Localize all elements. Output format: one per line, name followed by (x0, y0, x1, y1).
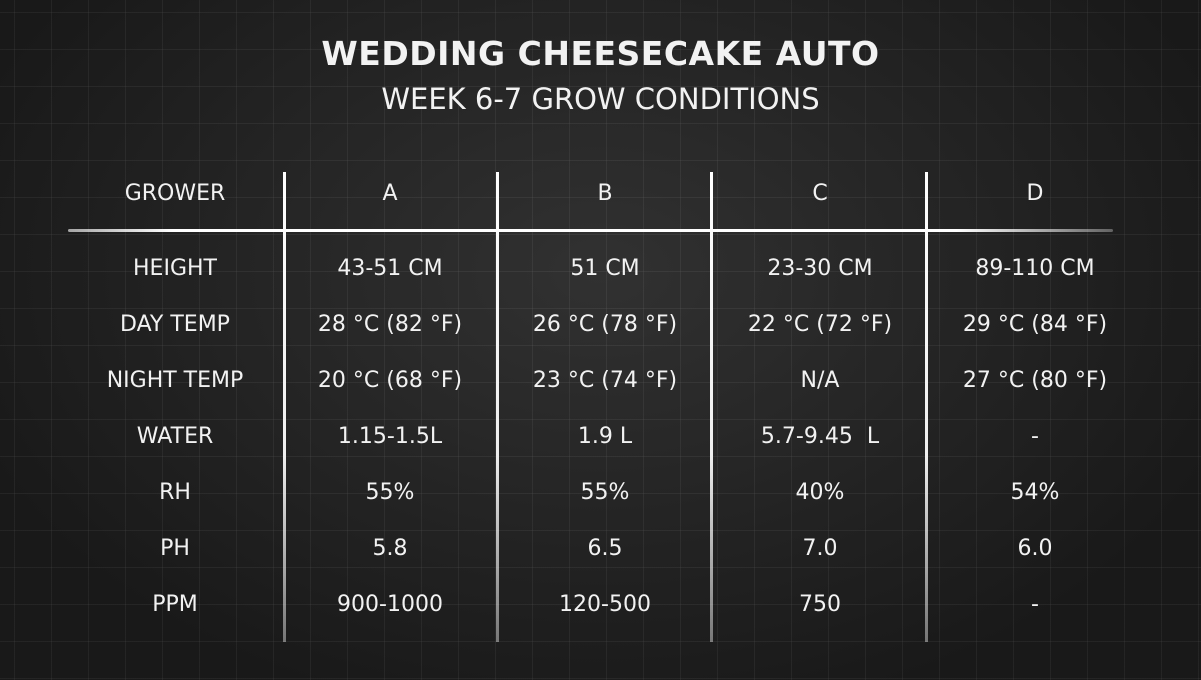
table-cell: 5.7-9.45 L (760, 424, 880, 449)
row-label: NIGHT TEMP (106, 368, 244, 393)
table-cell: 43-51 CM (337, 256, 443, 281)
table-cell: 22 °C (72 °F) (747, 312, 893, 337)
row-label: DAY TEMP (120, 312, 230, 337)
table-cell: 7.0 (802, 536, 838, 561)
table-cell: 900-1000 (337, 592, 443, 617)
table-cell: 40% (795, 480, 845, 505)
table-cell: 55% (580, 480, 630, 505)
row-label: HEIGHT (133, 256, 217, 281)
column-header: B (597, 181, 613, 206)
table-cell: 54% (1010, 480, 1060, 505)
table-cell: 6.5 (587, 536, 623, 561)
table-cell: 89-110 CM (975, 256, 1095, 281)
table-cell: 26 °C (78 °F) (532, 312, 678, 337)
table-cell: 23 °C (74 °F) (532, 368, 678, 393)
table-cell: 120-500 (559, 592, 651, 617)
table-cell: 23-30 CM (767, 256, 873, 281)
table-cell: 51 CM (570, 256, 640, 281)
table-cell: 29 °C (84 °F) (962, 312, 1108, 337)
row-label: PH (160, 536, 190, 561)
table-cell: 27 °C (80 °F) (962, 368, 1108, 393)
table-cell: - (1031, 592, 1039, 617)
column-divider (496, 172, 499, 642)
subtitle: WEEK 6-7 GROW CONDITIONS (381, 82, 820, 116)
table-cell: 55% (365, 480, 415, 505)
table-cell: 20 °C (68 °F) (317, 368, 463, 393)
title: WEDDING CHEESECAKE AUTO (321, 34, 880, 73)
column-divider (283, 172, 286, 642)
table-cell: - (1031, 424, 1039, 449)
table-cell: N/A (800, 368, 840, 393)
table-cell: 1.15-1.5L (337, 424, 443, 449)
table-cell: 1.9 L (577, 424, 633, 449)
row-label: PPM (152, 592, 198, 617)
table-cell: 750 (799, 592, 841, 617)
table-cell: 6.0 (1017, 536, 1053, 561)
column-header: D (1026, 181, 1044, 206)
row-label: WATER (136, 424, 214, 449)
column-divider (925, 172, 928, 642)
table-cell: 28 °C (82 °F) (317, 312, 463, 337)
row-label: RH (159, 480, 191, 505)
header-divider (68, 229, 1113, 232)
column-header: C (812, 181, 828, 206)
column-header: GROWER (124, 181, 226, 206)
table-cell: 5.8 (372, 536, 408, 561)
column-header: A (382, 181, 398, 206)
column-divider (710, 172, 713, 642)
